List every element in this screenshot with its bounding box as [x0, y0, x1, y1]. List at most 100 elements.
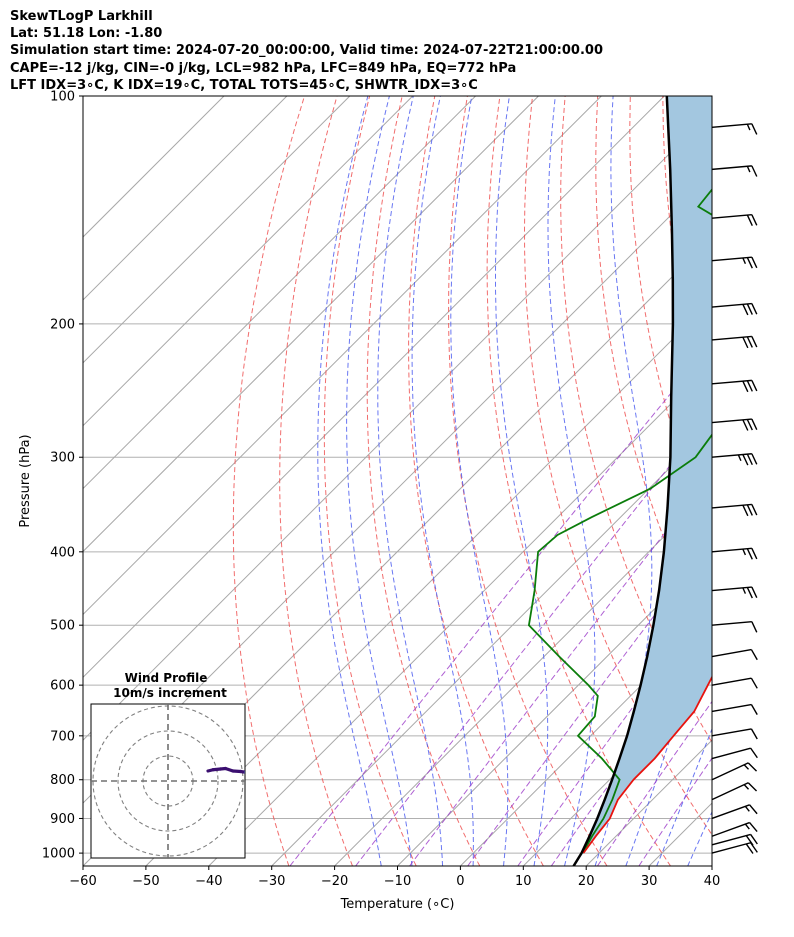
hodograph-segment — [363, 760, 373, 761]
y-tick-label: 500 — [50, 619, 75, 634]
wind-barb — [711, 747, 758, 760]
wind-barb — [711, 833, 758, 846]
wind-barb — [711, 648, 758, 661]
mixing-ratio-line — [289, 342, 712, 866]
hodograph-segment — [293, 770, 298, 771]
moist-adiabat-line — [450, 96, 509, 866]
mixing-ratio-line — [409, 471, 712, 866]
wind-barb — [711, 782, 758, 801]
x-tick-label: 0 — [456, 874, 464, 889]
hodograph-segment — [333, 764, 343, 765]
hodograph-segment — [353, 761, 363, 762]
isotherm-line — [83, 96, 225, 238]
hodograph-segment — [276, 775, 281, 778]
wind-barb — [711, 503, 758, 517]
hodograph-segment — [398, 772, 406, 773]
wind-barbs — [711, 123, 758, 854]
hodograph-segment — [288, 771, 293, 774]
isotherm-line — [83, 96, 351, 364]
x-tick-label: −60 — [69, 874, 96, 889]
wind-barb — [711, 453, 758, 466]
wind-barb — [711, 123, 758, 135]
x-tick-label: 20 — [578, 874, 595, 889]
hodograph-segment — [343, 762, 353, 763]
isotherm-line — [83, 96, 414, 427]
isotherm-line — [775, 96, 794, 866]
x-tick-label: −50 — [132, 874, 159, 889]
x-tick-label: −20 — [321, 874, 348, 889]
dry-adiabat-line — [486, 96, 672, 866]
isotherm-line — [83, 96, 288, 301]
chart-title-line-2: Lat: 51.18 Lon: -1.80 — [10, 26, 163, 42]
x-tick-label: 10 — [515, 874, 532, 889]
x-tick-label: −10 — [384, 874, 411, 889]
hodograph-segment — [281, 774, 289, 775]
hodograph-segment — [251, 774, 261, 777]
isotherm-line — [397, 550, 712, 866]
hodograph-title-line-1: Wind Profile — [125, 671, 208, 685]
hodograph-title-line-2: 10m/s increment — [113, 686, 227, 700]
hodograph-segment — [298, 769, 306, 770]
moist-adiabat-line — [317, 96, 382, 866]
dry-adiabat-line — [366, 96, 481, 866]
isotherm-line — [271, 424, 712, 866]
chart-title-line-5: LFT IDX=3∘C, K IDX=19∘C, TOTAL TOTS=45∘C… — [10, 77, 478, 93]
y-axis-label: Pressure (hPa) — [18, 434, 33, 527]
dry-adiabat-line — [761, 96, 794, 866]
isotherm-line — [83, 110, 712, 741]
wind-barb — [711, 762, 758, 781]
mixing-ratio-line — [638, 757, 712, 866]
y-tick-label: 100 — [50, 90, 75, 105]
x-tick-label: 30 — [641, 874, 658, 889]
y-tick-label: 600 — [50, 679, 75, 694]
hodograph-inset: Wind Profile 10m/s increment — [90, 671, 418, 859]
x-tick-label: 40 — [704, 874, 721, 889]
wind-barb — [711, 821, 758, 837]
isotherm-line — [208, 362, 712, 866]
cape-shading — [573, 96, 712, 866]
hodograph-segment — [313, 766, 323, 767]
sounding-lines — [527, 96, 712, 866]
parcel-line — [572, 96, 675, 866]
dry-adiabat-line — [595, 96, 712, 646]
hodograph-segment — [403, 759, 418, 760]
y-tick-label: 200 — [50, 317, 75, 332]
dry-adiabat-line — [232, 96, 305, 866]
wind-barb — [711, 703, 758, 716]
y-tick-label: 700 — [50, 729, 75, 744]
dry-adiabat-line — [408, 96, 544, 866]
mixing-ratio-line — [596, 700, 712, 866]
moist-adiabat-line — [656, 727, 712, 866]
hodograph-segment — [268, 777, 276, 778]
x-axis-label: Temperature (∘C) — [340, 897, 455, 912]
dry-adiabat-line — [323, 96, 417, 866]
wind-barb — [711, 213, 758, 226]
axes: −60 −50 −40 −30 −20 −10 0 10 20 30 40 100 200 300 400 5… — [42, 90, 720, 890]
isotherm-line — [334, 487, 712, 866]
y-tick-label: 800 — [50, 773, 75, 788]
wind-barb — [711, 728, 758, 740]
chart-title-line-1: SkewTLogP Larkhill — [10, 9, 153, 24]
isotherm-line — [145, 299, 712, 866]
x-tick-label: −40 — [195, 874, 222, 889]
isotherm-line — [83, 96, 539, 553]
y-tick-label: 1000 — [42, 847, 75, 862]
dry-adiabat-line — [448, 96, 608, 866]
wind-barb — [711, 302, 758, 316]
chart-title-line-3: Simulation start time: 2024-07-20_00:00:… — [10, 43, 603, 59]
dry-adiabat-line — [728, 96, 794, 866]
wind-barb — [711, 418, 758, 431]
y-tick-label: 300 — [50, 451, 75, 466]
wind-barb — [711, 379, 758, 393]
dry-adiabat-line — [523, 96, 712, 836]
hodograph-segment — [413, 772, 418, 773]
moist-adiabat-line — [547, 96, 596, 866]
wind-barb — [711, 256, 758, 269]
mixing-ratio-line — [355, 412, 712, 866]
isotherm-line — [460, 613, 712, 866]
y-tick-label: 900 — [50, 812, 75, 827]
cape-fill-area — [573, 96, 712, 866]
hodograph-ring — [117, 730, 219, 832]
hodograph-segment — [393, 772, 398, 773]
